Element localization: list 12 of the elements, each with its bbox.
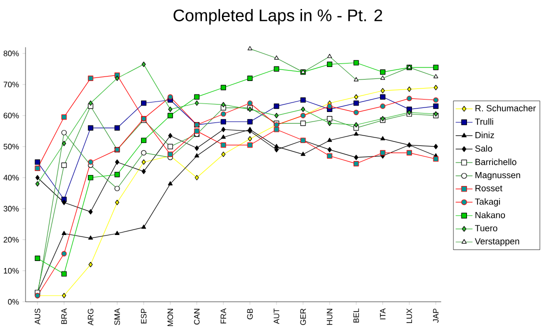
legend-label: Takagi bbox=[474, 198, 500, 207]
legend-label: Verstappen bbox=[474, 238, 520, 246]
legend-label: Trulli bbox=[474, 118, 494, 126]
legend-label: Salo bbox=[475, 145, 492, 152]
legend-label: Tuero bbox=[474, 225, 498, 232]
legend-label: Diniz bbox=[476, 132, 494, 138]
chart-title: Completed Laps in % - Pt. 2 bbox=[174, 9, 382, 25]
legend-label: Rosset bbox=[476, 185, 502, 192]
legend-label: R. Schumacher bbox=[476, 105, 536, 112]
legend-label: Barrichello bbox=[476, 158, 516, 166]
legend-label: Magnussen bbox=[476, 172, 520, 180]
legend-label: Nakano bbox=[476, 212, 505, 218]
